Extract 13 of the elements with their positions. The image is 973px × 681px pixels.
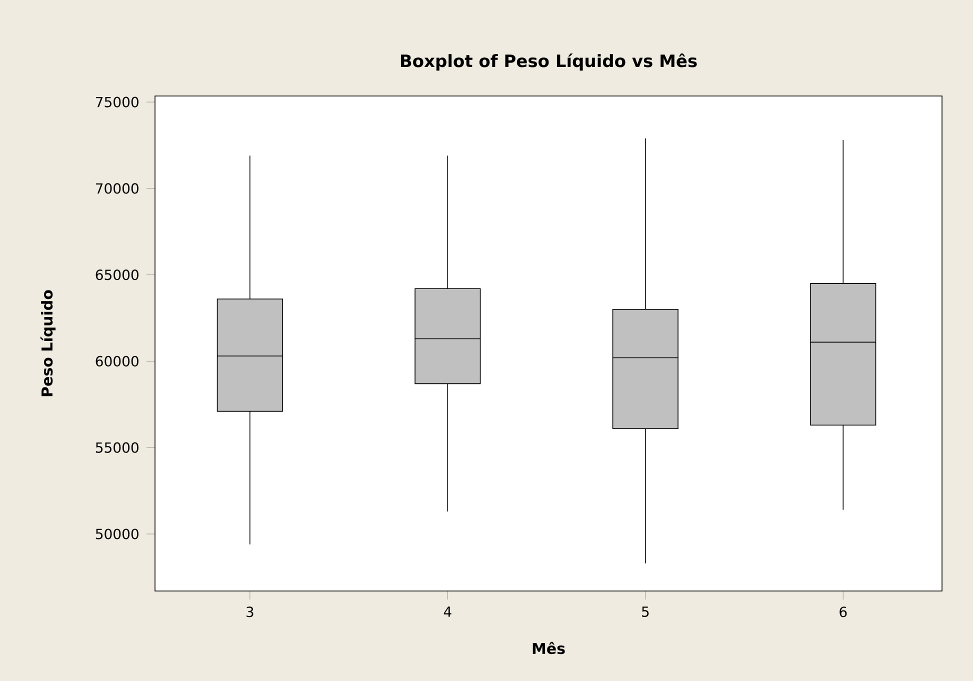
- y-tick-label: 50000: [96, 528, 138, 540]
- y-tick-label: 65000: [96, 270, 138, 280]
- y-tick-label: 70000: [96, 183, 138, 194]
- x-tick-label: 3: [246, 606, 254, 618]
- y-tick-label: 60000: [96, 356, 138, 366]
- chart-title: Boxplot of Peso Líquido vs Mês: [400, 53, 697, 71]
- x-tick-label: 6: [840, 606, 847, 618]
- y-axis-title: Peso Líquido: [40, 290, 56, 396]
- x-axis-title: Mês: [532, 642, 565, 654]
- y-tick-label: 55000: [96, 442, 138, 453]
- x-tick-label: 5: [642, 606, 649, 617]
- y-tick-label: 75000: [96, 96, 138, 108]
- x-tick-label: 4: [444, 606, 452, 617]
